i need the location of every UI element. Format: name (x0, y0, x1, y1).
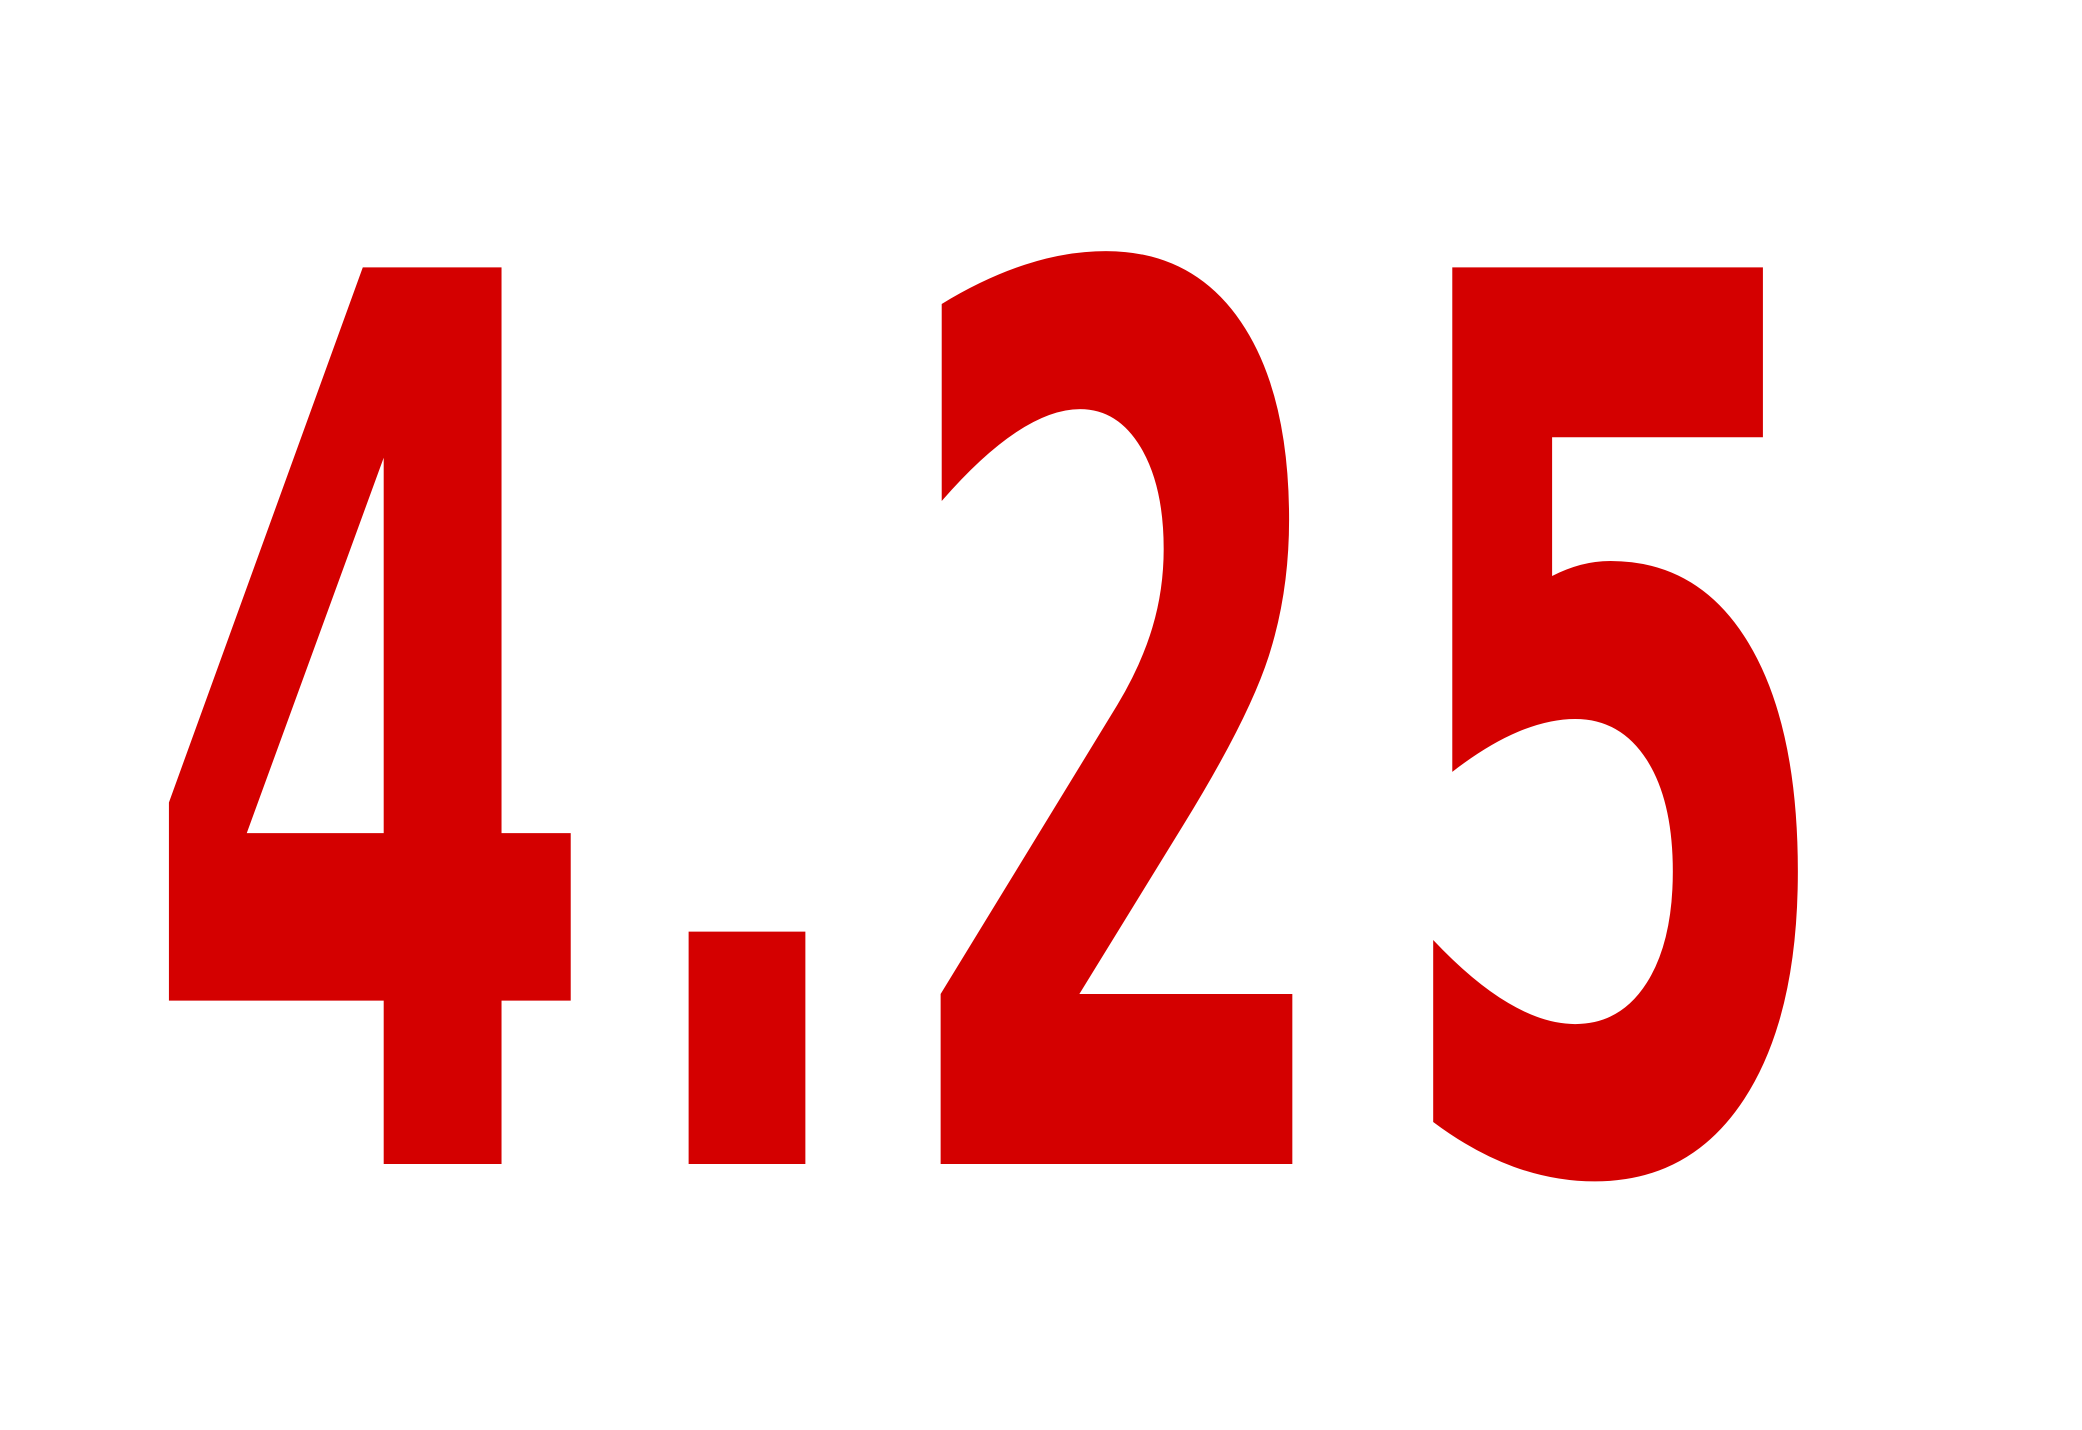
digit-five: 5 (1382, 24, 1844, 1430)
decimal-point: . (621, 24, 873, 1430)
digit-two: 2 (888, 24, 1350, 1430)
digit-four: 4 (139, 24, 601, 1430)
